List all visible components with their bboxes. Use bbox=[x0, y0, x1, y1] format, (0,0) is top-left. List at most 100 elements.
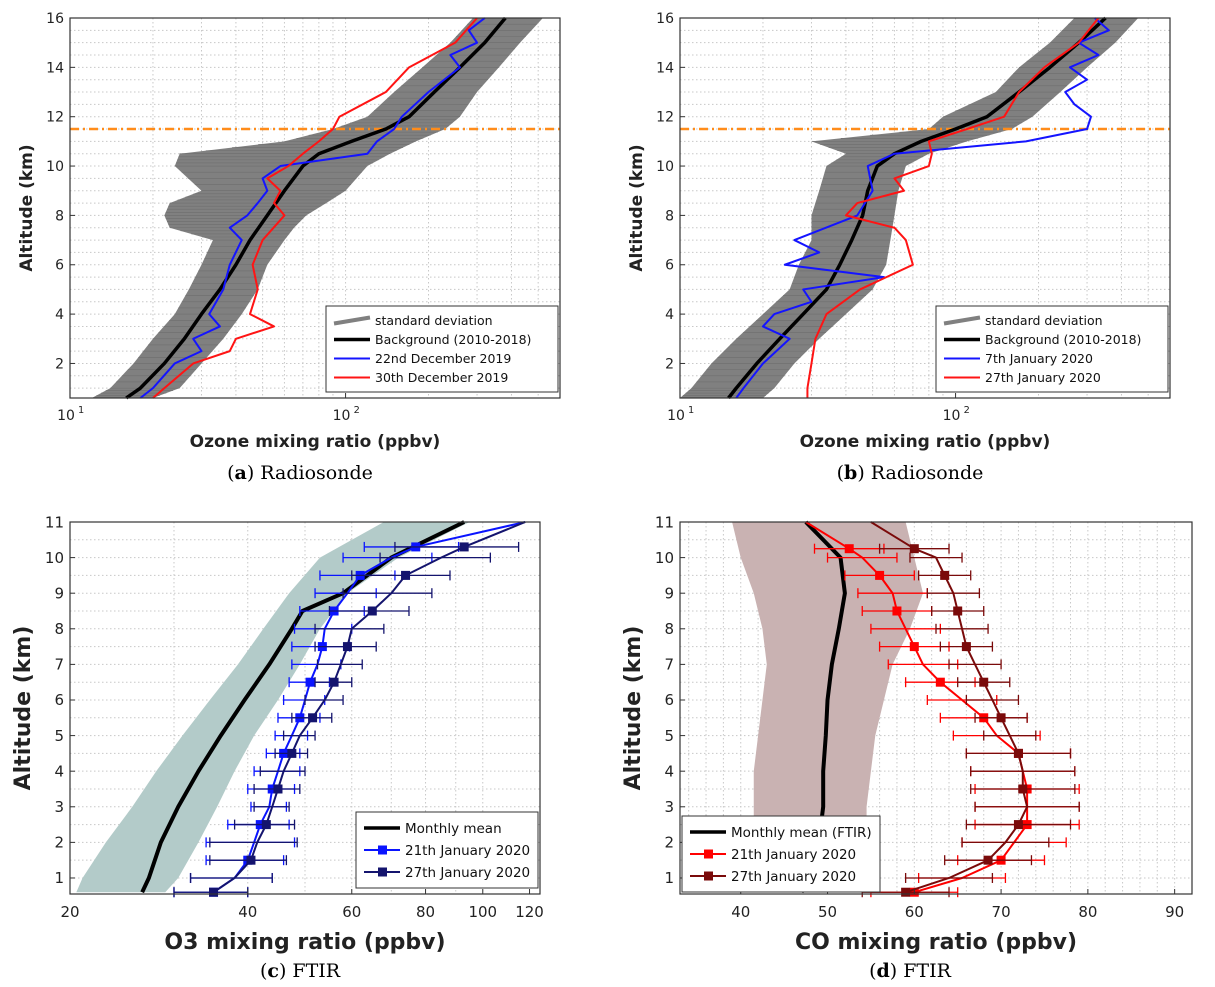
x-tick-label: 20 bbox=[60, 903, 79, 921]
legend-label: 27th January 2020 bbox=[405, 865, 530, 881]
series-b-1 bbox=[735, 17, 1110, 399]
caption-a: (a) Radiosonde bbox=[227, 462, 373, 484]
legend-label: Monthly mean (FTIR) bbox=[731, 825, 872, 841]
error-bars bbox=[173, 541, 520, 898]
y-tick-label: 10 bbox=[45, 549, 64, 567]
data-point bbox=[961, 642, 971, 652]
x-tick-label: 10 bbox=[943, 408, 961, 424]
y-tick-label: 9 bbox=[664, 584, 674, 602]
legend-label: 22nd December 2019 bbox=[375, 351, 511, 366]
y-tick-label: 10 bbox=[656, 159, 674, 175]
data-point bbox=[935, 677, 945, 687]
y-tick-label: 5 bbox=[54, 727, 64, 745]
axes-box bbox=[69, 17, 561, 399]
chart-c-svg: 1 2 3 4 5 6 7 8 9 10 11 20 40 60 80 100 120 O3 mixing rat… bbox=[11, 513, 544, 955]
series-a-2 bbox=[152, 17, 478, 399]
data-point bbox=[308, 713, 318, 723]
axes-box bbox=[679, 17, 1171, 399]
y-tick-label: 12 bbox=[46, 110, 64, 126]
series-line bbox=[212, 521, 526, 894]
x-tick-label: 40 bbox=[731, 903, 750, 921]
legend-label: 21th January 2020 bbox=[731, 847, 856, 863]
x-tick-label: 10 bbox=[57, 408, 75, 424]
legend-label: standard deviation bbox=[985, 313, 1103, 328]
data-point bbox=[273, 784, 283, 794]
x-tick-exponent: 1 bbox=[688, 405, 694, 416]
series-line bbox=[806, 17, 1100, 398]
y-tick-label: 14 bbox=[656, 60, 674, 76]
legend-label: Background (2010-2018) bbox=[375, 332, 531, 347]
data-point bbox=[996, 713, 1006, 723]
x-tick-label: 80 bbox=[416, 903, 435, 921]
data-point bbox=[953, 606, 963, 616]
data-point bbox=[844, 544, 854, 554]
panel-a: 2 4 6 8 10 12 14 16 10 1 10 2 Ozone mixing ratio (pp… bbox=[0, 0, 600, 490]
data-point bbox=[367, 606, 377, 616]
caption-c: (c) FTIR bbox=[259, 960, 341, 982]
data-point bbox=[875, 570, 885, 580]
y-tick-label: 6 bbox=[664, 691, 674, 709]
x-tick-label: 120 bbox=[515, 903, 544, 921]
y-tick-label: 6 bbox=[665, 258, 674, 274]
y-tick-label: 8 bbox=[665, 208, 674, 224]
legend-marker bbox=[378, 845, 387, 855]
y-tick-label: 3 bbox=[54, 798, 64, 816]
y-tick-label: 7 bbox=[54, 656, 64, 674]
y-axis-label: Altitude (km) bbox=[621, 626, 646, 791]
y-tick-label: 4 bbox=[55, 307, 64, 323]
x-tick-exponent: 1 bbox=[78, 405, 84, 416]
x-axis-label: CO mixing ratio (ppbv) bbox=[795, 930, 1077, 955]
legend-a: standard deviation Background (2010-2018)… bbox=[325, 305, 559, 393]
x-tick-label: 80 bbox=[1078, 903, 1097, 921]
band-a bbox=[91, 18, 543, 398]
y-tick-label: 3 bbox=[664, 798, 674, 816]
y-axis-label: Altitude (km) bbox=[11, 626, 36, 791]
y-tick-label: 9 bbox=[54, 584, 64, 602]
data-point bbox=[329, 677, 339, 687]
legend-marker bbox=[378, 867, 387, 877]
x-tick-label: 50 bbox=[818, 903, 837, 921]
data-point bbox=[940, 570, 950, 580]
legend-label: standard deviation bbox=[375, 313, 493, 328]
series-line bbox=[152, 17, 478, 399]
series-d-2 bbox=[861, 521, 1080, 898]
legend-b: standard deviation Background (2010-2018)… bbox=[935, 305, 1169, 393]
x-axis-label: O3 mixing ratio (ppbv) bbox=[164, 930, 445, 955]
data-point bbox=[305, 677, 315, 687]
series-b-2 bbox=[806, 17, 1100, 398]
band-c bbox=[76, 522, 470, 893]
x-tick-label: 40 bbox=[238, 903, 257, 921]
data-point bbox=[909, 642, 919, 652]
series-line bbox=[125, 16, 507, 400]
legend-swatch bbox=[943, 315, 981, 326]
y-tick-label: 12 bbox=[656, 110, 674, 126]
y-tick-label: 4 bbox=[54, 762, 64, 780]
legend-label: 27th January 2020 bbox=[731, 869, 856, 885]
y-tick-label: 5 bbox=[664, 727, 674, 745]
data-point bbox=[1013, 748, 1023, 758]
series-line bbox=[735, 17, 1110, 399]
series-c-2 bbox=[173, 521, 526, 898]
y-axis-label: Altitude (km) bbox=[627, 144, 647, 271]
x-axis-label: Ozone mixing ratio (ppbv) bbox=[190, 432, 441, 452]
y-tick-label: 10 bbox=[46, 159, 64, 175]
y-tick-label: 10 bbox=[655, 549, 674, 567]
x-axis-label: Ozone mixing ratio (ppbv) bbox=[800, 432, 1051, 452]
data-point bbox=[287, 748, 297, 758]
legend-label: 27th January 2020 bbox=[985, 370, 1101, 385]
y-tick-label: 8 bbox=[55, 208, 64, 224]
band-texture bbox=[91, 23, 538, 399]
y-tick-label: 2 bbox=[54, 834, 64, 852]
x-tick-label: 90 bbox=[1165, 903, 1184, 921]
axes-box bbox=[679, 521, 1193, 895]
y-tick-label: 14 bbox=[46, 60, 64, 76]
panel-d: 1 2 3 4 5 6 7 8 9 10 11 40 50 60 70 80 90 CO mixing ratio… bbox=[610, 500, 1210, 987]
caption-b: (b) Radiosonde bbox=[836, 462, 984, 484]
x-tick-exponent: 2 bbox=[354, 405, 360, 416]
series-line bbox=[212, 521, 526, 894]
y-tick-label: 7 bbox=[664, 656, 674, 674]
x-tick-label: 10 bbox=[333, 408, 351, 424]
legend-marker bbox=[704, 849, 713, 859]
